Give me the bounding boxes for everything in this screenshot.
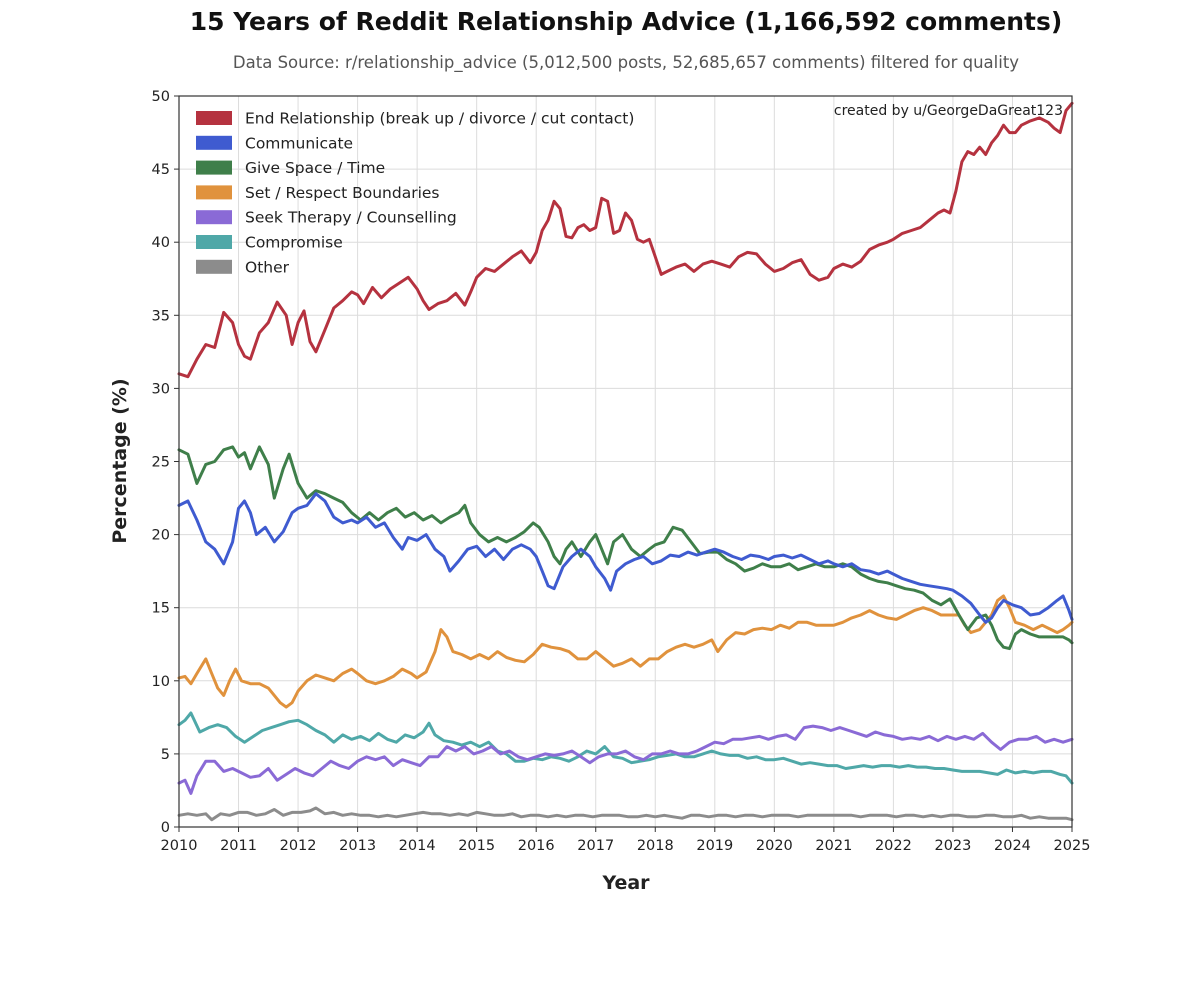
legend-swatch — [196, 259, 232, 274]
y-tick-label: 15 — [152, 601, 170, 617]
axis-ticks: 2010 2011 2012 2013 2014 2015 2016 2017 2018 2019… — [152, 89, 1091, 854]
chart-credit: created by u/GeorgeDaGreat123 — [834, 103, 1063, 119]
legend-label: End Relationship (break up / divorce / c… — [245, 110, 634, 128]
y-tick-label: 0 — [161, 820, 170, 836]
x-tick-label: 2021 — [815, 838, 852, 854]
x-tick-label: 2016 — [518, 838, 555, 854]
x-tick-label: 2014 — [399, 838, 436, 854]
series-line-1 — [177, 492, 1074, 624]
legend-swatch — [196, 185, 232, 200]
x-tick-label: 2025 — [1054, 838, 1091, 854]
chart-title: 15 Years of Reddit Relationship Advice (… — [190, 7, 1063, 36]
series-line-3 — [177, 594, 1074, 709]
x-tick-label: 2010 — [161, 838, 198, 854]
legend: End Relationship (break up / divorce / c… — [196, 110, 634, 276]
legend-label: Compromise — [245, 234, 343, 252]
y-tick-label: 25 — [152, 455, 170, 471]
x-tick-label: 2011 — [220, 838, 257, 854]
chart-subtitle: Data Source: r/relationship_advice (5,01… — [233, 53, 1019, 73]
x-tick-label: 2018 — [637, 838, 674, 854]
legend-swatch — [196, 135, 232, 150]
x-tick-label: 2017 — [577, 838, 614, 854]
y-tick-label: 40 — [152, 235, 170, 251]
legend-swatch — [196, 160, 232, 175]
x-tick-label: 2015 — [458, 838, 495, 854]
y-tick-label: 20 — [152, 528, 170, 544]
x-tick-label: 2020 — [756, 838, 793, 854]
series-line-5 — [177, 711, 1074, 785]
x-tick-label: 2024 — [994, 838, 1031, 854]
x-tick-label: 2013 — [339, 838, 376, 854]
x-tick-label: 2022 — [875, 838, 912, 854]
series-line-0 — [177, 101, 1074, 379]
legend-label: Set / Respect Boundaries — [245, 184, 440, 202]
x-tick-label: 2023 — [934, 838, 971, 854]
y-tick-label: 45 — [152, 162, 170, 178]
x-tick-label: 2019 — [696, 838, 733, 854]
y-tick-label: 35 — [152, 308, 170, 324]
legend-label: Seek Therapy / Counselling — [245, 209, 457, 227]
legend-label: Communicate — [245, 134, 353, 152]
y-tick-label: 30 — [152, 381, 170, 397]
legend-swatch — [196, 235, 232, 249]
series-line-4 — [177, 724, 1074, 795]
legend-label: Other — [245, 258, 290, 276]
y-tick-label: 10 — [152, 674, 170, 690]
series-lines — [177, 101, 1074, 822]
series-line-6 — [177, 806, 1074, 822]
legend-label: Give Space / Time — [245, 159, 385, 177]
legend-swatch — [196, 111, 232, 125]
x-tick-label: 2012 — [280, 838, 317, 854]
x-axis-label: Year — [601, 872, 650, 894]
series-line-2 — [177, 445, 1074, 651]
y-tick-label: 5 — [161, 747, 170, 763]
y-axis-label: Percentage (%) — [109, 378, 131, 543]
y-tick-label: 50 — [152, 89, 170, 105]
legend-swatch — [196, 210, 232, 225]
